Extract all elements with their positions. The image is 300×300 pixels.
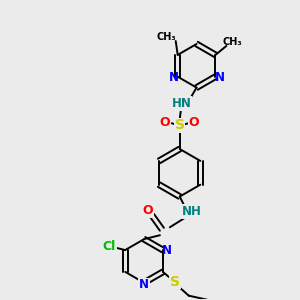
Text: HN: HN [172, 97, 192, 110]
Text: Cl: Cl [103, 240, 116, 253]
Text: N: N [162, 244, 172, 256]
Text: N: N [214, 71, 224, 84]
Text: N: N [139, 278, 149, 291]
Text: CH₃: CH₃ [223, 37, 242, 47]
Text: O: O [143, 204, 153, 217]
Text: O: O [160, 116, 170, 129]
Text: CH₃: CH₃ [157, 32, 177, 42]
Text: O: O [188, 116, 199, 129]
Text: N: N [169, 71, 179, 84]
Text: S: S [175, 118, 185, 132]
Text: S: S [170, 275, 180, 289]
Text: NH: NH [182, 205, 202, 218]
